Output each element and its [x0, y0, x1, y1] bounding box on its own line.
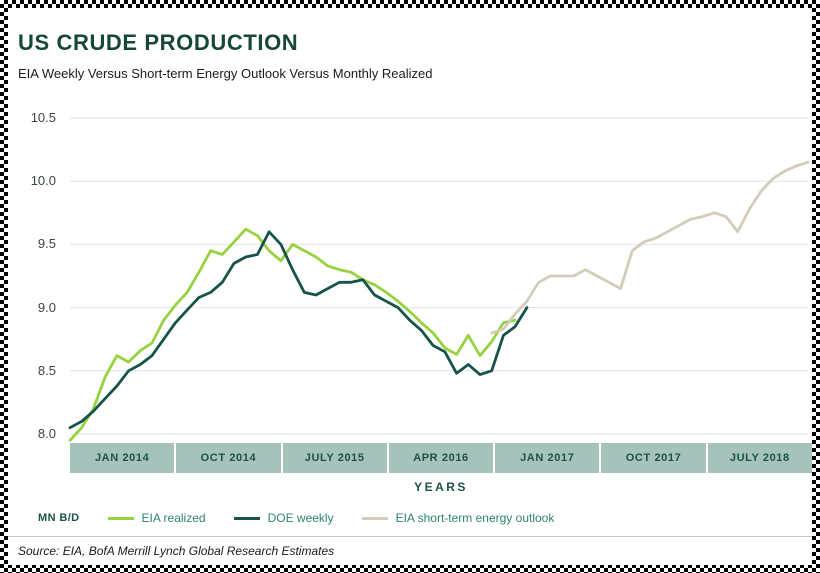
x-axis-title: YEARS: [414, 480, 468, 494]
legend-swatch-icon: [233, 516, 260, 520]
x-tick-label: OCT 2017: [625, 452, 682, 464]
legend-row: MN B/D EIA realized DOE weekly EIA short-t…: [38, 511, 582, 525]
chart-subtitle: EIA Weekly Versus Short-term Energy Outl…: [18, 66, 433, 81]
legend-label: EIA short-term energy outlook: [395, 511, 555, 525]
legend-swatch-icon: [361, 516, 388, 520]
x-axis-segment: OCT 2017: [601, 443, 706, 473]
legend-item: EIA realized: [107, 511, 206, 525]
x-tick-label: APR 2016: [413, 452, 469, 464]
line-chart-plot: [68, 117, 810, 442]
x-axis-segment: JULY 2018: [707, 443, 812, 473]
x-tick-label: JAN 2017: [520, 452, 575, 464]
y-tick-label: 10.5: [30, 110, 56, 125]
x-tick-label: JULY 2018: [729, 452, 790, 464]
x-axis-segment: JAN 2014: [70, 443, 175, 473]
x-tick-label: JAN 2014: [94, 452, 150, 464]
page-title: US CRUDE PRODUCTION: [18, 30, 299, 55]
chart-legend: EIA realized DOE weekly EIA short-term ene…: [107, 511, 583, 525]
footer-divider: [8, 536, 812, 537]
legend-item: EIA short-term energy outlook: [361, 511, 555, 525]
series-line-doe-weekly: [68, 230, 529, 430]
legend-item: DOE weekly: [233, 511, 334, 525]
y-tick-label: 9.0: [37, 299, 56, 315]
y-tick-label: 8.0: [37, 426, 56, 441]
y-tick-label: 10.0: [30, 173, 56, 189]
x-axis-segment: APR 2016: [388, 443, 494, 473]
x-axis-segment: JULY 2015: [282, 443, 387, 473]
source-note: Source: EIA, BofA Merrill Lynch Global R…: [18, 544, 335, 558]
x-tick-label: JULY 2015: [304, 452, 365, 464]
series-line-eia-realized: [68, 227, 517, 442]
x-axis-segment: OCT 2014: [176, 443, 281, 473]
y-tick-label: 9.5: [37, 236, 56, 252]
x-axis-segment: JAN 2017: [495, 443, 600, 473]
chart-page: US CRUDE PRODUCTION EIA Weekly Versus Sh…: [8, 8, 812, 565]
legend-label: EIA realized: [141, 511, 206, 525]
y-tick-label: 8.5: [37, 362, 56, 378]
series-line-eia-short-term-energy-outlook: [490, 160, 810, 335]
x-axis-strip: JAN 2014 OCT 2014 JULY 2015 APR 2016 JAN 201…: [70, 443, 812, 473]
x-tick-label: OCT 2014: [200, 452, 257, 464]
y-axis-unit-label: MN B/D: [38, 512, 80, 524]
legend-swatch-icon: [107, 516, 134, 520]
legend-label: DOE weekly: [267, 511, 334, 525]
